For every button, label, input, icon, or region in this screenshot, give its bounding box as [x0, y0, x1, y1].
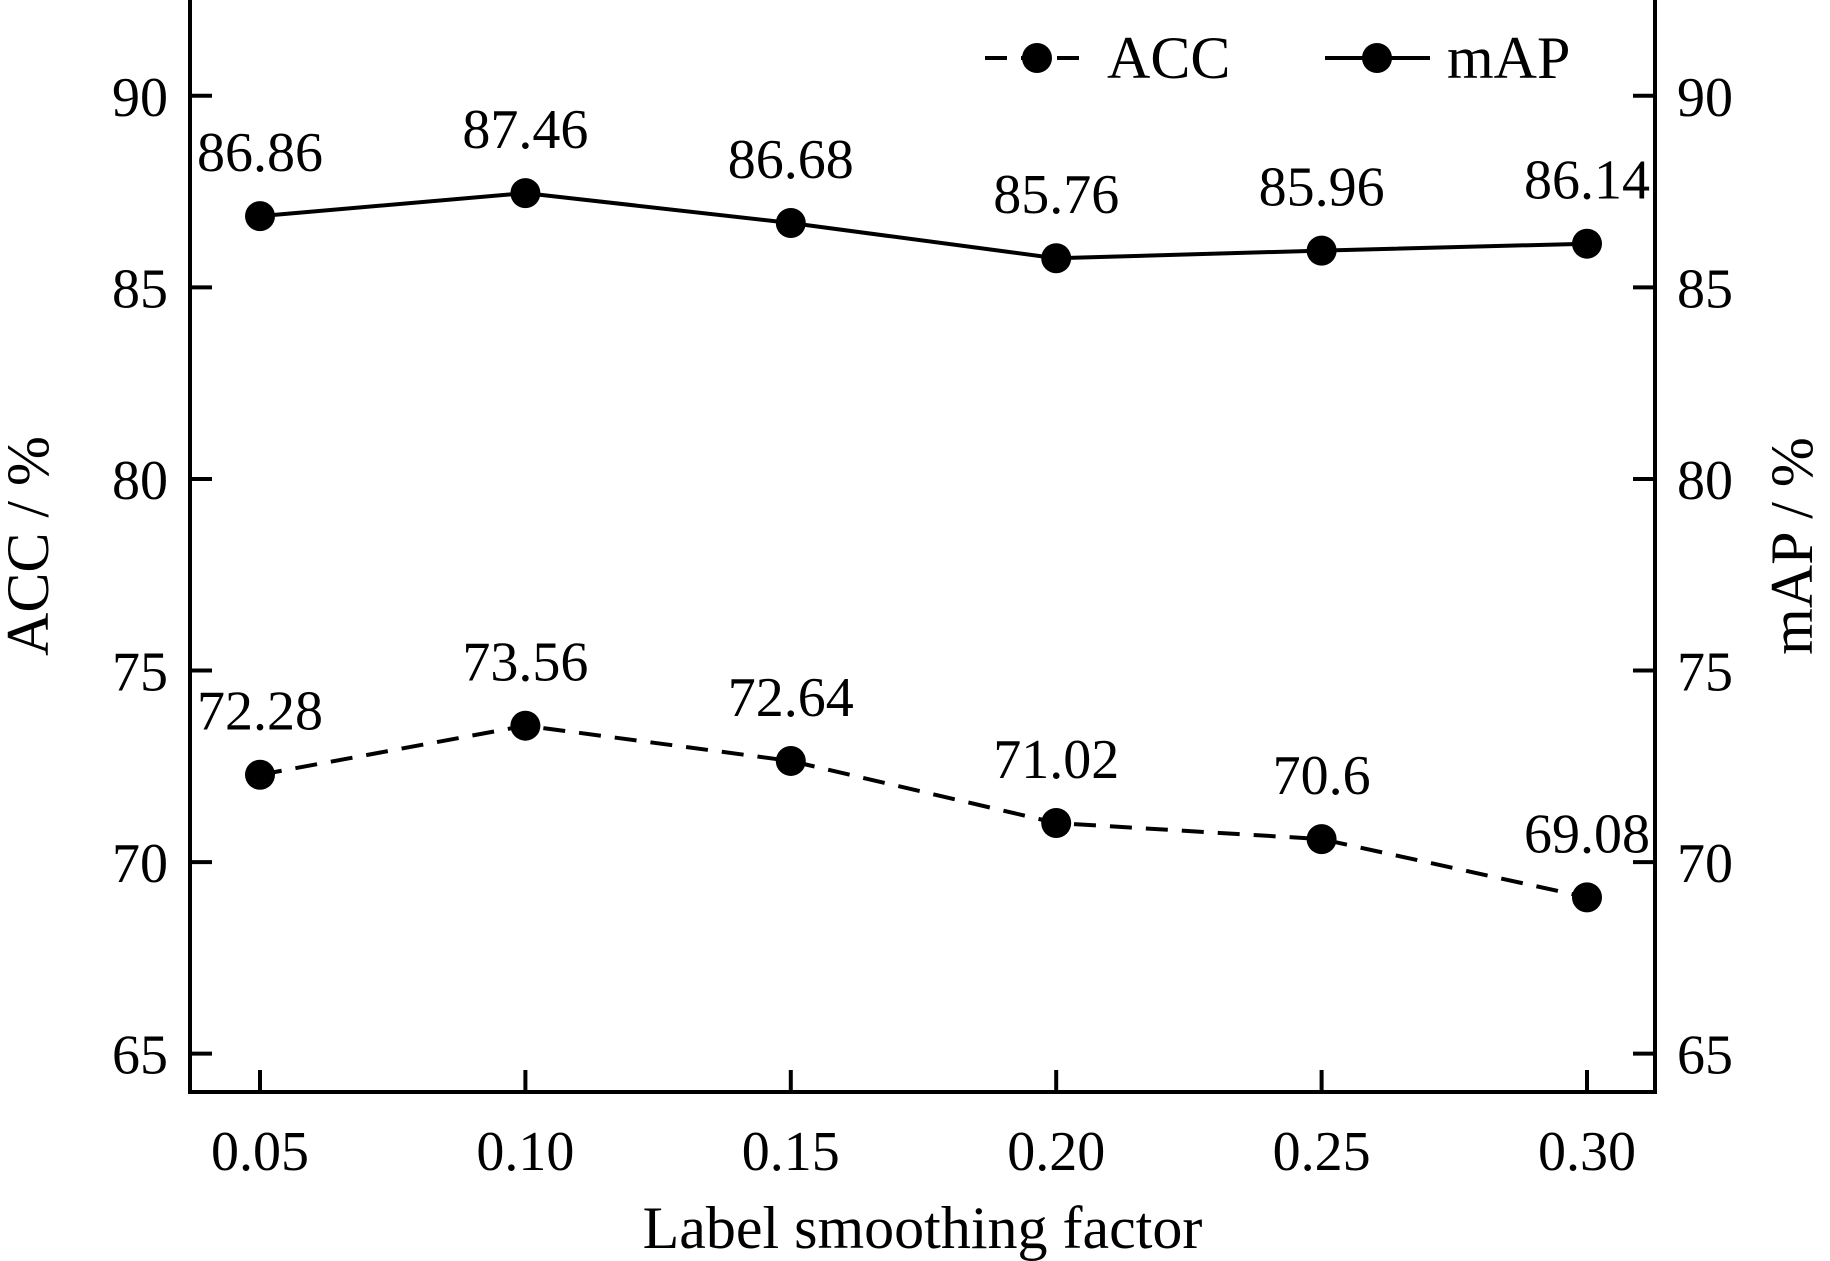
plot-marks: 72.28 73.56 72.64 71.02 70.6 69.08 86.86 87.46 8… — [197, 99, 1650, 913]
x-tick-label: 0.15 — [742, 1121, 840, 1183]
y-tick-label-left: 65 — [112, 1025, 168, 1087]
legend-label-map: mAP — [1447, 25, 1570, 91]
data-label-acc: 72.28 — [197, 681, 323, 743]
data-label-map: 85.96 — [1259, 157, 1385, 219]
data-label-map: 86.86 — [197, 122, 323, 184]
data-point-map — [245, 201, 275, 232]
data-point-acc — [1041, 808, 1072, 839]
x-tick-label: 0.20 — [1007, 1121, 1105, 1183]
y-tick-label-left: 70 — [112, 833, 168, 895]
plot-frame — [188, 0, 1657, 1094]
y-tick-label-right: 80 — [1677, 450, 1733, 512]
x-tick-label: 0.05 — [211, 1121, 309, 1183]
data-point-map — [1572, 228, 1602, 259]
x-axis-title: Label smoothing factor — [643, 1195, 1203, 1261]
x-axis: 0.05 0.10 0.15 0.20 0.25 0.30 — [211, 1070, 1636, 1183]
data-label-map: 86.68 — [728, 129, 854, 191]
data-point-map — [1306, 235, 1337, 266]
legend: ACC mAP — [985, 25, 1570, 91]
data-label-acc: 71.02 — [993, 729, 1119, 791]
y-tick-label-left: 80 — [112, 450, 168, 512]
data-point-acc — [1306, 824, 1337, 855]
x-tick-label: 0.30 — [1538, 1121, 1636, 1183]
y-axis-right: 65 70 75 80 85 90 — [1633, 67, 1733, 1087]
y-tick-label-left: 90 — [112, 67, 168, 129]
series-line-acc — [259, 723, 1588, 900]
data-point-acc — [510, 710, 541, 741]
y-axis-title-left: ACC / % — [0, 436, 61, 656]
data-point-map — [1041, 243, 1072, 274]
y-tick-label-left: 85 — [112, 258, 168, 320]
series-line-map — [259, 191, 1588, 261]
data-label-acc: 70.6 — [1273, 745, 1371, 807]
data-point-map — [510, 178, 541, 209]
y-tick-label-right: 70 — [1677, 833, 1733, 895]
data-point-map — [775, 207, 806, 238]
y-tick-label-right: 75 — [1677, 642, 1733, 704]
data-point-acc — [245, 759, 275, 790]
legend-label-acc: ACC — [1107, 25, 1230, 91]
y-axis-left: 65 70 75 80 85 90 — [112, 67, 212, 1087]
data-label-acc: 72.64 — [728, 667, 854, 729]
data-label-map: 87.46 — [462, 99, 588, 161]
y-axis-title-right: mAP / % — [1759, 437, 1825, 655]
data-label-acc: 69.08 — [1524, 803, 1650, 865]
data-label-acc: 73.56 — [462, 632, 588, 694]
y-tick-label-right: 85 — [1677, 258, 1733, 320]
legend-marker-acc — [1022, 43, 1052, 73]
legend-marker-map — [1362, 43, 1392, 73]
data-point-acc — [1572, 882, 1602, 913]
y-tick-label-right: 90 — [1677, 67, 1733, 129]
y-tick-label-right: 65 — [1677, 1025, 1733, 1087]
y-tick-label-left: 75 — [112, 642, 168, 704]
data-label-map: 86.14 — [1524, 150, 1650, 212]
data-label-map: 85.76 — [993, 164, 1119, 226]
data-point-acc — [775, 745, 806, 776]
x-tick-label: 0.10 — [476, 1121, 574, 1183]
x-tick-label: 0.25 — [1273, 1121, 1371, 1183]
